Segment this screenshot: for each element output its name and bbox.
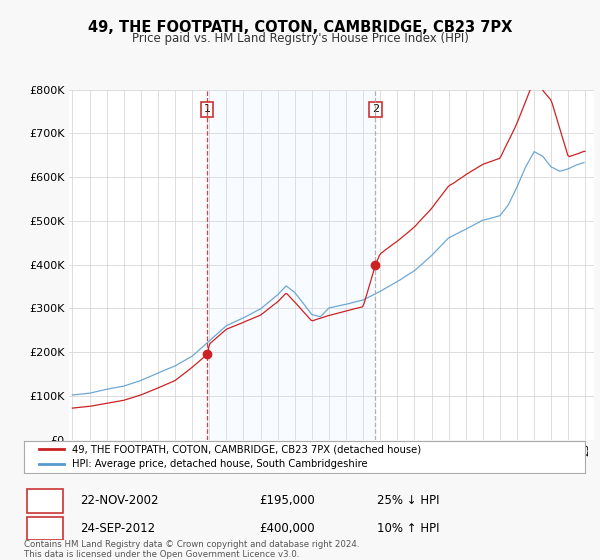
Text: Contains HM Land Registry data © Crown copyright and database right 2024.
This d: Contains HM Land Registry data © Crown c… xyxy=(24,540,359,559)
FancyBboxPatch shape xyxy=(27,517,63,540)
Text: Price paid vs. HM Land Registry's House Price Index (HPI): Price paid vs. HM Land Registry's House … xyxy=(131,32,469,45)
Text: 1: 1 xyxy=(41,494,49,507)
Legend: 49, THE FOOTPATH, COTON, CAMBRIDGE, CB23 7PX (detached house), HPI: Average pric: 49, THE FOOTPATH, COTON, CAMBRIDGE, CB23… xyxy=(35,441,425,473)
Text: 49, THE FOOTPATH, COTON, CAMBRIDGE, CB23 7PX: 49, THE FOOTPATH, COTON, CAMBRIDGE, CB23… xyxy=(88,20,512,35)
Text: 10% ↑ HPI: 10% ↑ HPI xyxy=(377,522,440,535)
Bar xyxy=(207,90,376,440)
Text: £400,000: £400,000 xyxy=(260,522,315,535)
Text: 2: 2 xyxy=(41,522,49,535)
FancyBboxPatch shape xyxy=(27,489,63,512)
Text: 24-SEP-2012: 24-SEP-2012 xyxy=(80,522,155,535)
Text: 22-NOV-2002: 22-NOV-2002 xyxy=(80,494,158,507)
Text: 2: 2 xyxy=(372,104,379,114)
Text: 1: 1 xyxy=(203,104,211,114)
Text: 25% ↓ HPI: 25% ↓ HPI xyxy=(377,494,440,507)
Text: £195,000: £195,000 xyxy=(260,494,316,507)
